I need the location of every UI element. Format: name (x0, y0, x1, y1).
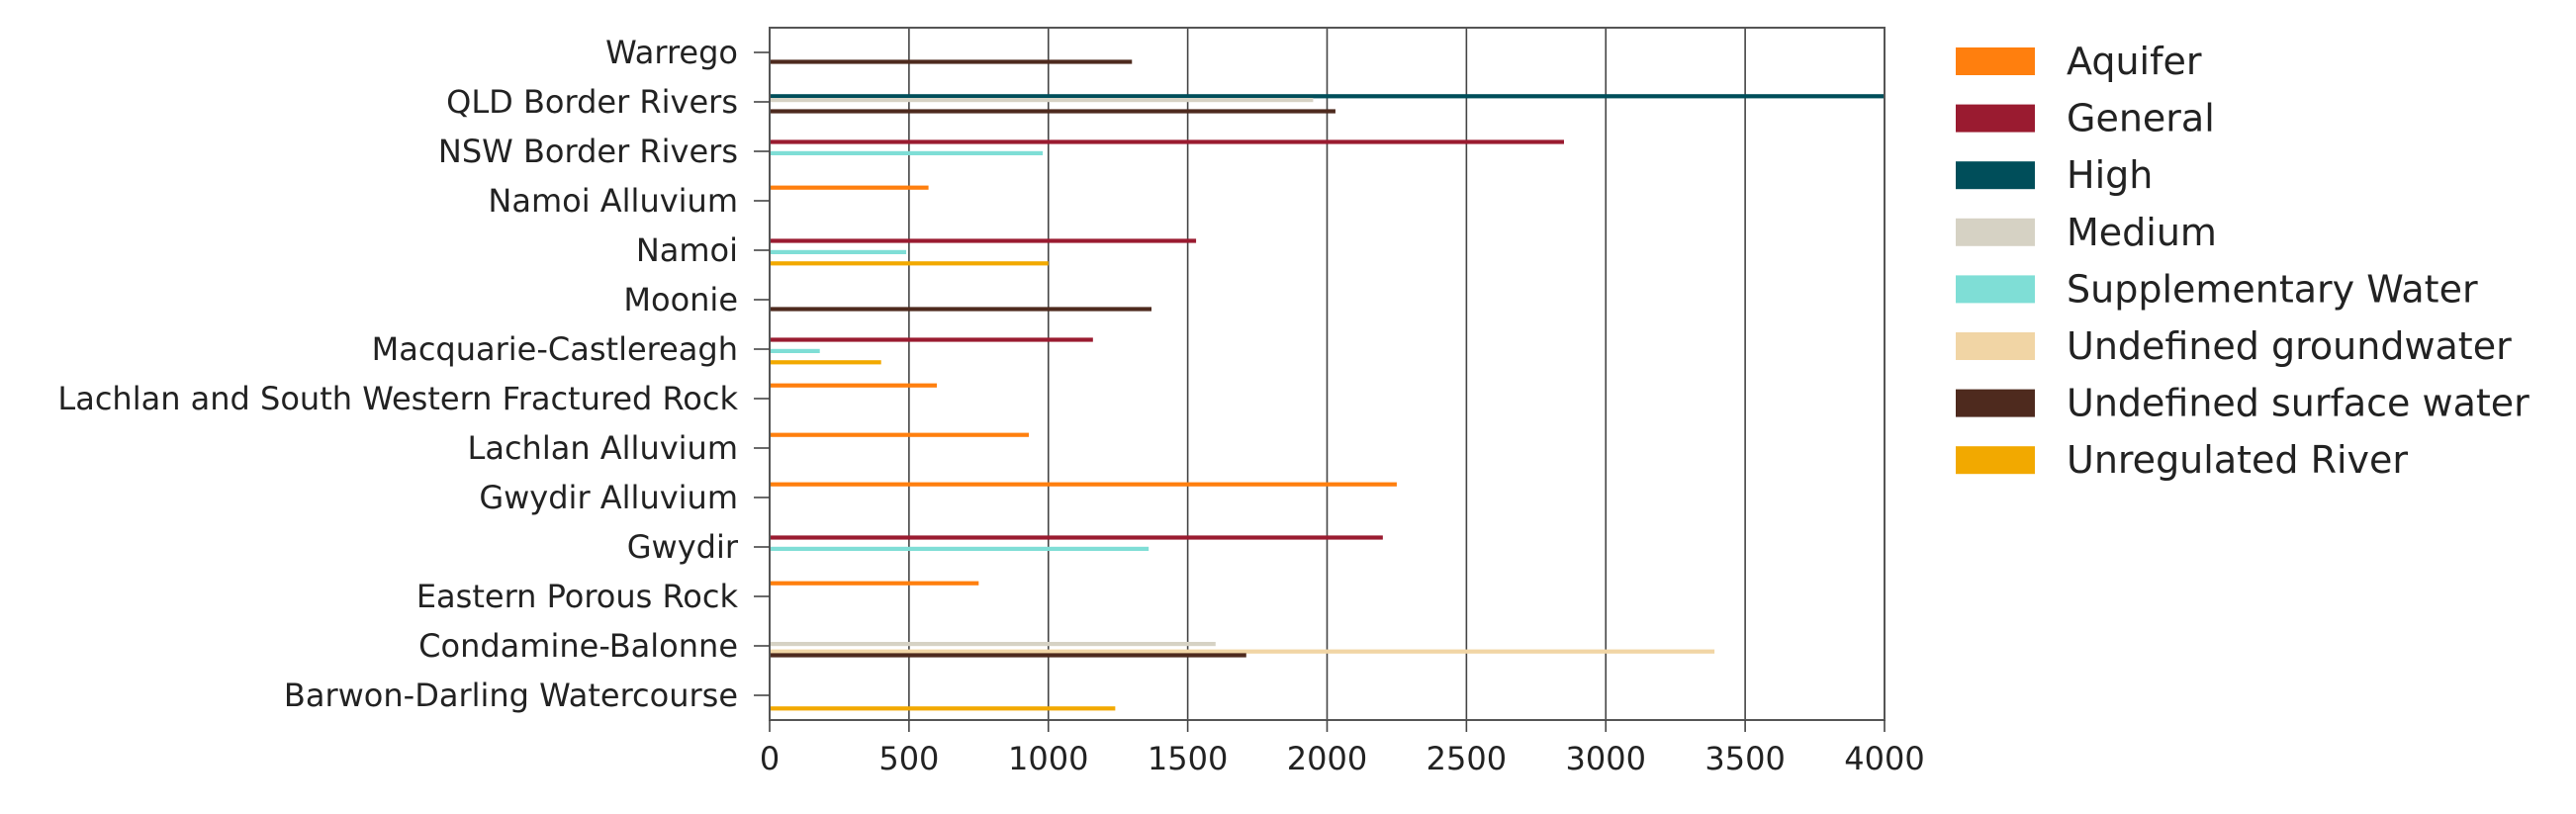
y-category-label: Barwon-Darling Watercourse (284, 677, 738, 714)
legend: Aquifer General High Medium Supplementary Wa… (1956, 40, 2530, 482)
x-tick-label: 0 (760, 740, 780, 777)
y-category-label: Condamine-Balonne (418, 627, 738, 665)
x-tick-label: 1000 (1008, 740, 1088, 777)
legend-label: Aquifer (2067, 40, 2202, 83)
bar-general (770, 139, 1564, 144)
legend-swatch (1956, 446, 2035, 475)
legend-label: Medium (2067, 211, 2217, 254)
y-category-label: Macquarie-Castlereagh (372, 330, 738, 368)
y-category-label: Namoi Alluvium (488, 182, 738, 220)
legend-label: Unregulated River (2067, 438, 2408, 482)
legend-label: High (2067, 153, 2153, 197)
legend-swatch (1956, 218, 2035, 246)
y-category-label: QLD Border Rivers (446, 83, 738, 121)
legend-label: General (2067, 97, 2215, 140)
bar-general (770, 238, 1197, 243)
bar-high (770, 94, 1885, 99)
bar-aquifer (770, 383, 938, 388)
bar-undefined-surface-water (770, 109, 1335, 114)
bar-supplementary-water (770, 546, 1150, 551)
y-category-label: Gwydir Alluvium (479, 479, 738, 516)
legend-label: Undefined groundwater (2067, 324, 2512, 368)
y-category-label: Lachlan Alluvium (468, 429, 739, 467)
legend-label: Undefined surface water (2067, 382, 2530, 425)
legend-swatch (1956, 389, 2035, 417)
bar-undefined-surface-water (770, 59, 1133, 64)
y-category-label: Eastern Porous Rock (416, 578, 739, 615)
bar-aquifer (770, 581, 979, 586)
legend-swatch (1956, 47, 2035, 75)
bar-supplementary-water (770, 348, 820, 353)
bar-undefined-surface-water (770, 653, 1246, 658)
grid-lines (769, 28, 1886, 720)
legend-swatch (1956, 104, 2035, 133)
x-tick-label: 2000 (1287, 740, 1367, 777)
legend-swatch (1956, 161, 2035, 190)
x-tick-label: 2500 (1426, 740, 1507, 777)
bar-unregulated-river (770, 706, 1116, 711)
x-tick-label: 500 (878, 740, 939, 777)
x-axis-ticks: 0 500 1000 1500 2000 2500 3000 3500 4000 (760, 720, 1925, 777)
y-category-label: Moonie (623, 281, 738, 318)
bar-aquifer (770, 432, 1030, 437)
bar-supplementary-water (770, 249, 907, 254)
y-category-label: Lachlan and South Western Fractured Rock (57, 380, 738, 417)
bar-general (770, 337, 1093, 342)
y-category-label: Warrego (605, 34, 738, 71)
x-tick-label: 3000 (1566, 740, 1646, 777)
y-axis-ticks: Warrego QLD Border Rivers NSW Border River… (57, 34, 770, 714)
y-category-label: Gwydir (627, 528, 739, 566)
y-category-label: NSW Border Rivers (438, 133, 738, 170)
legend-swatch (1956, 275, 2035, 304)
x-tick-label: 1500 (1148, 740, 1228, 777)
bar-aquifer (770, 482, 1397, 487)
bars (770, 59, 1885, 711)
bar-unregulated-river (770, 261, 1049, 266)
bar-supplementary-water (770, 150, 1044, 155)
bar-undefined-groundwater (770, 649, 1715, 654)
bar-medium (770, 642, 1216, 647)
bar-medium (770, 98, 1314, 103)
x-tick-label: 4000 (1844, 740, 1924, 777)
bar-aquifer (770, 185, 929, 190)
x-tick-label: 3500 (1704, 740, 1785, 777)
bar-general (770, 535, 1383, 540)
y-category-label: Namoi (636, 231, 738, 269)
legend-label: Supplementary Water (2067, 267, 2478, 311)
bar-undefined-surface-water (770, 307, 1151, 312)
legend-swatch (1956, 332, 2035, 360)
bar-unregulated-river (770, 360, 881, 365)
